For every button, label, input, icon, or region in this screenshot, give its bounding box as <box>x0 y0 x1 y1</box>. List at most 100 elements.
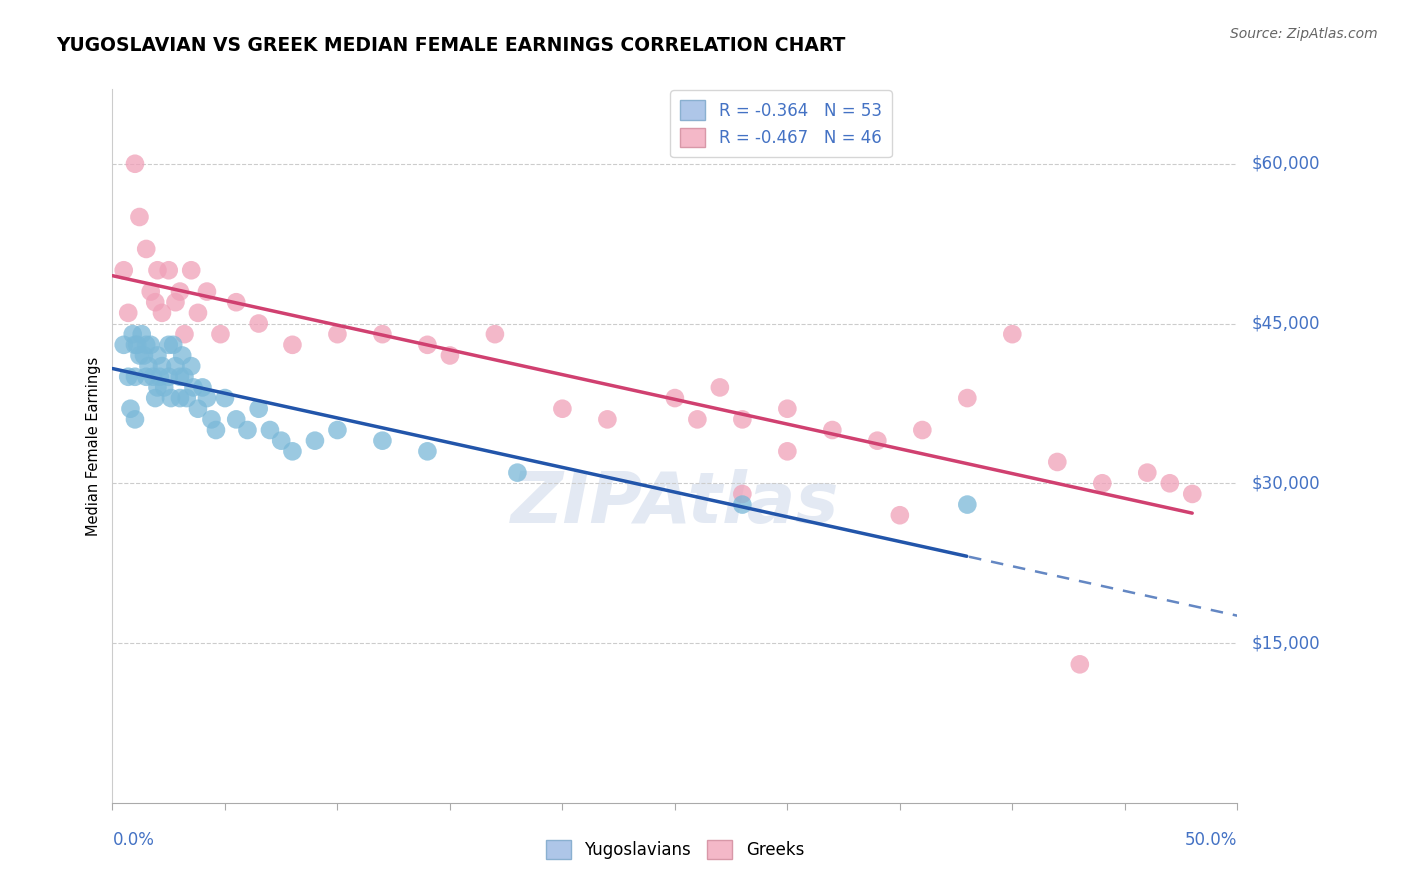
Point <box>200 412 222 426</box>
Point <box>180 359 202 373</box>
Point <box>821 423 844 437</box>
Point <box>1046 455 1069 469</box>
Point <box>143 295 166 310</box>
Point <box>135 338 157 352</box>
Point <box>259 423 281 437</box>
Point <box>1001 327 1024 342</box>
Point <box>143 391 166 405</box>
Point <box>132 349 155 363</box>
Point <box>128 349 150 363</box>
Point <box>146 263 169 277</box>
Point <box>138 359 160 373</box>
Point <box>112 263 135 277</box>
Point <box>127 338 149 352</box>
Point <box>686 412 709 426</box>
Point <box>281 338 304 352</box>
Text: 0.0%: 0.0% <box>112 830 155 848</box>
Y-axis label: Median Female Earnings: Median Female Earnings <box>86 357 101 535</box>
Point <box>135 369 157 384</box>
Point <box>131 327 153 342</box>
Point <box>146 380 169 394</box>
Point <box>776 444 799 458</box>
Text: $15,000: $15,000 <box>1251 634 1320 652</box>
Point <box>205 423 228 437</box>
Point <box>247 401 270 416</box>
Point <box>225 295 247 310</box>
Point <box>236 423 259 437</box>
Point <box>146 349 169 363</box>
Point <box>187 401 209 416</box>
Point <box>776 401 799 416</box>
Point <box>173 369 195 384</box>
Point <box>195 285 218 299</box>
Legend: Yugoslavians, Greeks: Yugoslavians, Greeks <box>538 833 811 866</box>
Point <box>326 423 349 437</box>
Point <box>176 391 198 405</box>
Point <box>120 401 142 416</box>
Point <box>195 391 218 405</box>
Point <box>911 423 934 437</box>
Point <box>142 369 165 384</box>
Point <box>162 338 184 352</box>
Point <box>191 380 214 394</box>
Point <box>150 359 173 373</box>
Point <box>117 369 139 384</box>
Point <box>124 412 146 426</box>
Text: $30,000: $30,000 <box>1251 475 1320 492</box>
Point <box>124 369 146 384</box>
Point <box>124 338 146 352</box>
Point <box>270 434 292 448</box>
Point <box>169 369 191 384</box>
Point <box>225 412 247 426</box>
Point <box>304 434 326 448</box>
Point <box>214 391 236 405</box>
Point <box>169 391 191 405</box>
Point <box>416 444 439 458</box>
Point <box>157 338 180 352</box>
Text: ZIPAtlas: ZIPAtlas <box>510 468 839 538</box>
Point <box>117 306 139 320</box>
Point <box>157 263 180 277</box>
Point <box>112 338 135 352</box>
Point <box>1091 476 1114 491</box>
Text: 50.0%: 50.0% <box>1185 830 1237 848</box>
Point <box>664 391 686 405</box>
Point <box>187 306 209 320</box>
Point <box>121 327 143 342</box>
Point <box>1136 466 1159 480</box>
Point <box>128 210 150 224</box>
Point <box>484 327 506 342</box>
Text: YUGOSLAVIAN VS GREEK MEDIAN FEMALE EARNINGS CORRELATION CHART: YUGOSLAVIAN VS GREEK MEDIAN FEMALE EARNI… <box>56 36 845 54</box>
Point <box>149 369 172 384</box>
Point <box>165 295 187 310</box>
Point <box>506 466 529 480</box>
Point <box>956 498 979 512</box>
Point <box>371 327 394 342</box>
Point <box>866 434 889 448</box>
Point <box>135 242 157 256</box>
Point <box>1069 657 1091 672</box>
Point <box>180 263 202 277</box>
Point <box>165 359 187 373</box>
Point <box>247 317 270 331</box>
Point <box>139 285 162 299</box>
Point <box>157 369 180 384</box>
Point <box>731 412 754 426</box>
Point <box>150 306 173 320</box>
Text: $45,000: $45,000 <box>1251 315 1320 333</box>
Point <box>1181 487 1204 501</box>
Point <box>709 380 731 394</box>
Point <box>183 380 205 394</box>
Point <box>731 487 754 501</box>
Point <box>731 498 754 512</box>
Text: Source: ZipAtlas.com: Source: ZipAtlas.com <box>1230 27 1378 41</box>
Text: $60,000: $60,000 <box>1251 154 1320 173</box>
Point <box>371 434 394 448</box>
Point <box>172 349 194 363</box>
Point <box>1159 476 1181 491</box>
Point <box>173 327 195 342</box>
Point <box>153 380 176 394</box>
Point <box>281 444 304 458</box>
Point <box>169 285 191 299</box>
Point <box>326 327 349 342</box>
